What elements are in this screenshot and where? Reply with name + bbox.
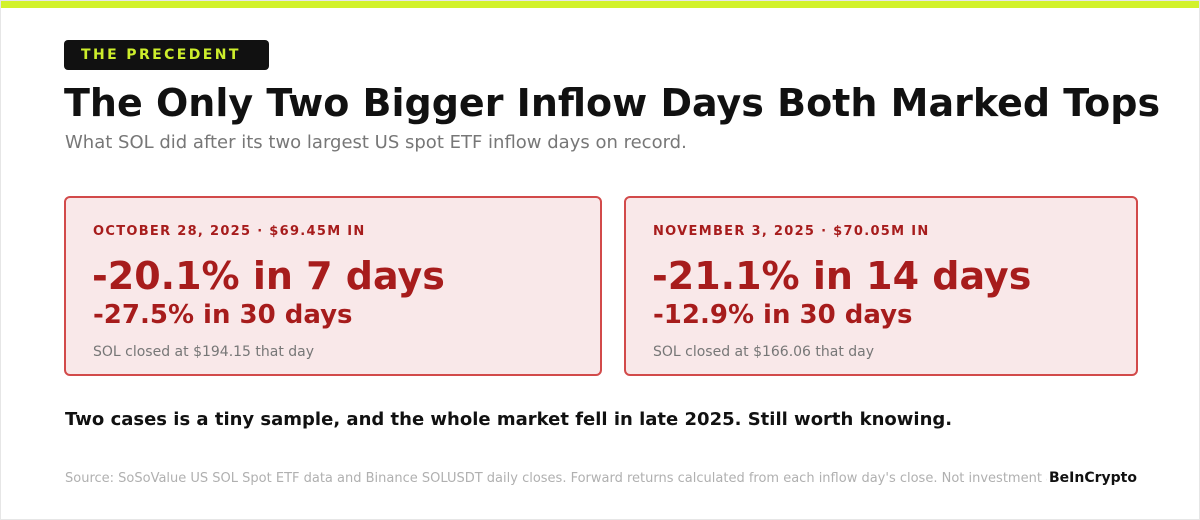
card-note: SOL closed at $194.15 that day: [93, 344, 315, 360]
subtitle: What SOL did after its two largest US sp…: [65, 132, 687, 153]
section-tag: THE PRECEDENT: [64, 40, 269, 70]
case-card: OCTOBER 28, 2025 · $69.45M IN -20.1% in …: [64, 196, 602, 376]
brand: BeInCrypto: [1047, 470, 1137, 486]
source-note: Source: SoSoValue US SOL Spot ETF data a…: [65, 471, 1074, 486]
card-heading: NOVEMBER 3, 2025 · $70.05M IN: [653, 224, 930, 239]
title: The Only Two Bigger Inflow Days Both Mar…: [64, 81, 1161, 125]
card-primary: -20.1% in 7 days: [92, 254, 445, 298]
takeaway: Two cases is a tiny sample, and the whol…: [65, 409, 953, 430]
card-secondary: -12.9% in 30 days: [653, 300, 913, 330]
card-secondary: -27.5% in 30 days: [93, 300, 353, 330]
case-card: NOVEMBER 3, 2025 · $70.05M IN -21.1% in …: [624, 196, 1138, 376]
accent-bar: [1, 1, 1199, 8]
card-note: SOL closed at $166.06 that day: [653, 344, 875, 360]
card-primary: -21.1% in 14 days: [652, 254, 1032, 298]
card-heading: OCTOBER 28, 2025 · $69.45M IN: [93, 224, 366, 239]
